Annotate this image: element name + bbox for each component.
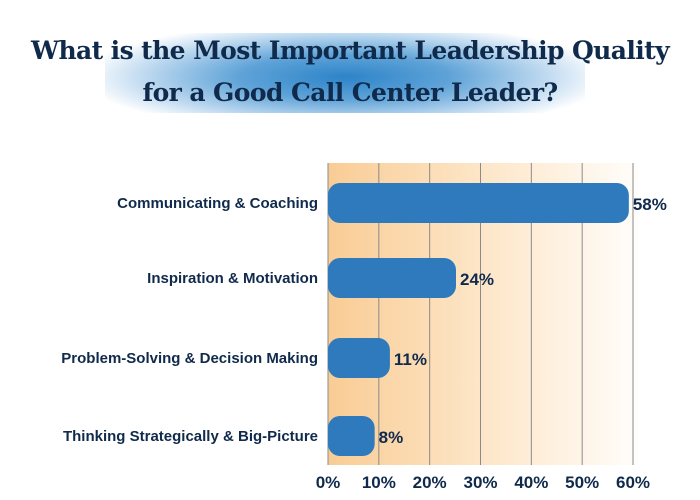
x-tick-label: 0% <box>316 473 341 492</box>
data-label: 58% <box>633 195 667 214</box>
x-tick-label: 30% <box>463 473 497 492</box>
category-label: Communicating & Coaching <box>117 195 318 212</box>
category-label: Problem-Solving & Decision Making <box>61 350 318 367</box>
x-tick-label: 50% <box>565 473 599 492</box>
bar <box>328 416 375 456</box>
data-label: 11% <box>394 350 427 369</box>
category-label: Inspiration & Motivation <box>147 270 318 287</box>
bar <box>328 258 456 298</box>
category-label: Thinking Strategically & Big-Picture <box>63 428 318 445</box>
x-tick-label: 60% <box>616 473 650 492</box>
x-tick-label: 40% <box>514 473 548 492</box>
bar <box>328 183 629 223</box>
data-label: 8% <box>379 428 404 447</box>
title-line-2: for a Good Call Center Leader? <box>142 78 558 107</box>
x-tick-label: 10% <box>362 473 396 492</box>
title-line-1: What is the Most Important Leadership Qu… <box>30 36 670 65</box>
bar <box>328 338 390 378</box>
chart-title: What is the Most Important Leadership Qu… <box>0 30 700 114</box>
title-banner <box>105 33 585 113</box>
data-label: 24% <box>460 270 494 289</box>
x-tick-label: 20% <box>413 473 447 492</box>
